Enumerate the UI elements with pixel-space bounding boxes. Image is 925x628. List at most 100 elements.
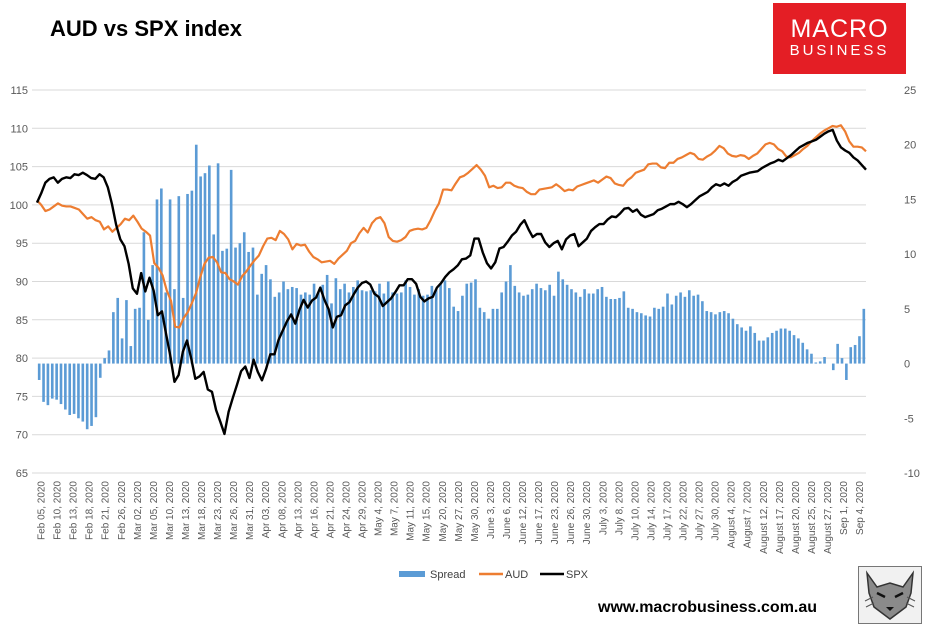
x-axis-tick-label: Mar 18, 2020 [197,481,208,540]
x-axis-tick-label: June 30, 2020 [582,481,593,545]
spread-bar [203,173,207,364]
spread-bar [343,283,346,364]
spread-bar [456,311,460,364]
spread-bar [146,319,150,364]
x-axis-tick-label: Sep 4, 2020 [855,481,866,535]
x-axis-tick-label: Apr 24, 2020 [341,481,352,539]
logo-line-1: MACRO [790,15,889,43]
x-axis-tick-label: June 3, 2020 [486,481,497,539]
spread-bar [107,350,111,364]
spread-bar [740,327,743,364]
spread-bar [194,144,198,364]
spread-bar [382,293,386,364]
spread-bar [138,307,141,364]
spread-bar [661,306,665,364]
x-axis-tick-label: May 7, 2020 [390,481,401,536]
x-axis-tick-label: June 26, 2020 [566,481,577,545]
spread-bar [142,232,146,364]
spread-bar [42,363,45,402]
spread-bar [98,363,102,378]
spread-bar [77,363,80,419]
spread-bar [338,289,342,364]
spread-bar [753,332,757,364]
spread-bar [853,344,857,364]
spread-bar [788,330,791,364]
spread-bar [622,291,626,364]
spread-bar [849,347,853,364]
x-axis-tick-label: Feb 10, 2020 [53,481,64,540]
left-axis-tick-label: 90 [16,277,28,289]
spread-bar [50,363,54,399]
spread-bar [722,311,726,364]
spread-bar [591,293,595,364]
x-axis-tick-label: June 17, 2020 [534,481,545,545]
spread-bar [823,357,826,364]
spread-bar [369,290,373,364]
left-axis-tick-label: 105 [10,162,28,174]
spread-bar [391,292,394,364]
spread-bar [596,289,599,364]
spread-bar [657,308,661,364]
spread-bar [674,295,678,364]
spread-bar [517,292,521,364]
x-axis-ticks: Feb 05, 2020 Feb 10, 2020 Feb 13, 2020 Feb … [37,481,867,554]
spread-bar [282,281,285,364]
spread-bar [238,243,242,364]
spread-bar [168,199,172,364]
spread-bar [465,283,469,364]
spread-bar [548,284,551,364]
spread-bar [500,292,503,364]
legend: Spread AUD SPX [399,569,589,581]
spread-bar [186,193,189,364]
spread-bar [352,286,355,364]
spread-bars [37,144,866,430]
spread-bar [256,294,259,364]
x-axis-tick-label: July 27, 2020 [695,481,706,541]
spread-bar [482,312,486,364]
spread-bar [212,234,216,364]
right-axis-tick-label: 5 [904,304,910,316]
spread-bar [609,299,613,364]
right-axis-tick-label: 15 [904,194,916,206]
x-axis-tick-label: June 23, 2020 [550,481,561,545]
legend-item-aud: AUD [479,569,528,581]
spread-bar [818,361,822,364]
spread-bar [696,294,700,364]
spread-bar [72,363,76,414]
spread-bar [112,312,115,364]
spread-bar [264,265,268,364]
spread-bar [151,265,154,364]
spread-bar [731,318,735,364]
left-axis-ticks: 65 70 75 80 85 90 95 100 105 110 115 [10,85,28,480]
spread-bar [404,280,407,364]
right-axis-tick-label: 20 [904,140,916,152]
spread-bar [221,250,224,364]
left-axis-tick-label: 80 [16,353,28,365]
x-axis-tick-label: Apr 08, 2020 [277,481,288,539]
spread-bar [155,199,159,364]
spread-bar [509,265,512,364]
spread-bar [727,313,730,364]
right-axis-tick-label: -10 [904,468,920,480]
spread-bar [365,291,368,364]
spread-bar [177,196,181,364]
x-axis-tick-label: July 8, 2020 [614,481,625,535]
aud-series-line [36,124,867,329]
spread-bar [295,288,298,364]
x-axis-tick-label: Mar 23, 2020 [213,481,224,540]
spread-bar [378,283,381,364]
x-axis-tick-label: May 15, 2020 [422,481,433,542]
spread-bar [469,282,473,364]
spread-bar [504,281,508,364]
left-axis-tick-label: 70 [16,430,28,442]
logo-line-2: BUSINESS [789,42,890,59]
x-axis-tick-label: Mar 05, 2020 [149,481,160,540]
spread-bar [64,363,67,410]
spread-bar [59,363,63,405]
spread-bar [644,315,647,364]
x-axis-tick-label: Feb 21, 2020 [101,481,112,540]
spread-bar [308,294,312,364]
website-url: www.macrobusiness.com.au [598,599,818,616]
x-axis-tick-label: August 7, 2020 [743,481,754,549]
spread-bar [229,169,233,364]
